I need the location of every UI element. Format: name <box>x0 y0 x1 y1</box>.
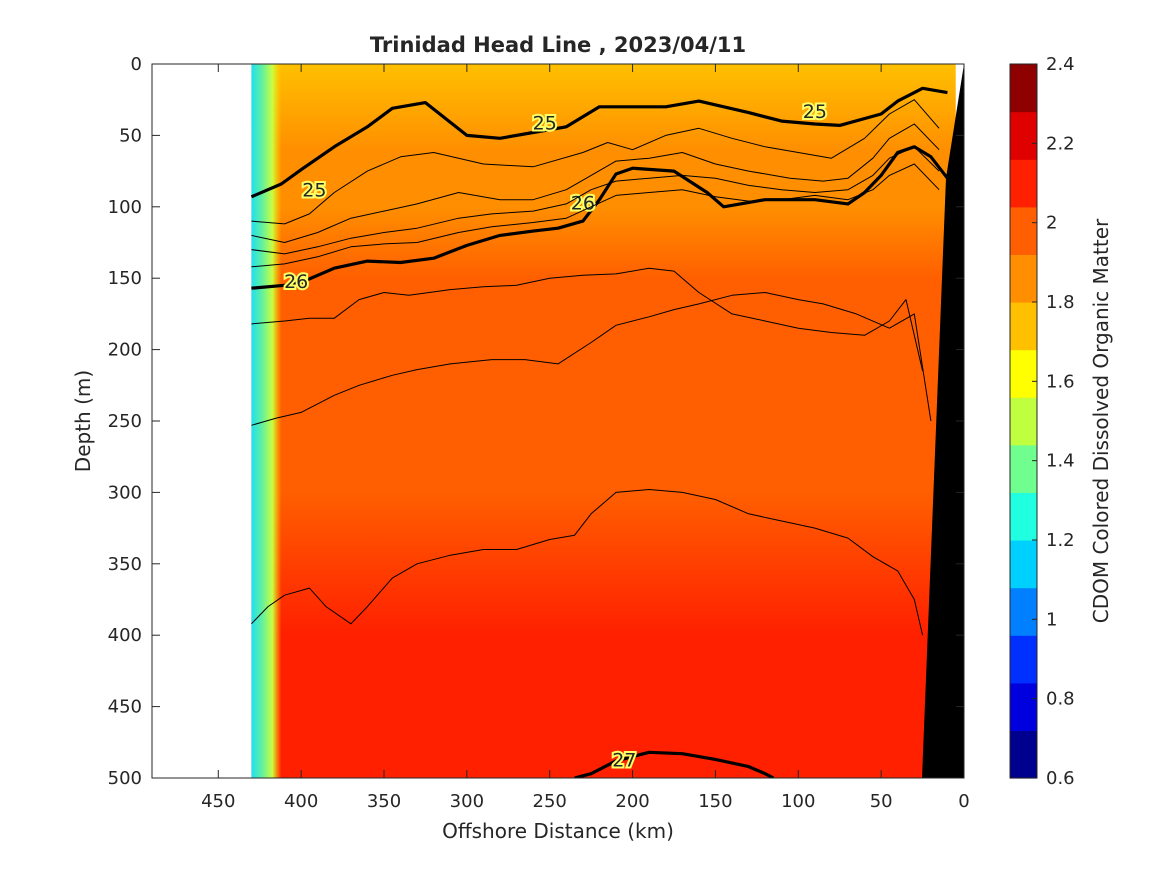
colorbar-segment <box>1010 730 1037 779</box>
density-contour-layer: 25 25 25 26 26 27 <box>250 86 949 778</box>
x-tick-label: 250 <box>533 791 567 812</box>
colorbar-segment <box>1010 206 1037 255</box>
colorbar-segment <box>1010 302 1037 351</box>
y-tick-label: 150 <box>108 268 142 289</box>
x-axis-label: Offshore Distance (km) <box>442 819 674 843</box>
y-tick-label: 400 <box>108 625 142 646</box>
density-contour-major <box>250 86 948 199</box>
y-tick-label: 300 <box>108 482 142 503</box>
colorbar-tick-label: 0.6 <box>1046 768 1075 789</box>
contour-label: 27 <box>612 749 636 771</box>
x-tick-label: 200 <box>615 791 649 812</box>
density-contour-minor <box>251 267 924 372</box>
x-tick-label: 350 <box>367 791 401 812</box>
y-tick-label: 500 <box>108 768 142 789</box>
x-tick-label: 0 <box>958 791 969 812</box>
continental-shelf-mask <box>922 64 964 778</box>
colorbar-segment <box>1010 254 1037 303</box>
density-contour-minor <box>251 292 932 426</box>
y-tick-label: 250 <box>108 411 142 432</box>
y-tick-label: 0 <box>131 54 142 75</box>
density-contour-minor <box>251 146 940 255</box>
colorbar-tick-label: 1.4 <box>1046 451 1075 472</box>
density-contour-major <box>574 750 775 778</box>
colorbar-tick-label: 1.8 <box>1046 292 1075 313</box>
colorbar-segment <box>1010 111 1037 160</box>
cdom-field <box>251 64 956 778</box>
density-contour-minor <box>251 489 924 636</box>
density-contour-major <box>251 145 949 290</box>
y-tick-label: 450 <box>108 697 142 718</box>
colorbar-tick-label: 2.4 <box>1046 54 1075 75</box>
x-tick-label: 100 <box>781 791 815 812</box>
colorbar-tick-label: 2.2 <box>1046 133 1075 154</box>
contour-label: 26 <box>571 193 595 215</box>
y-axis-label: Depth (m) <box>71 370 95 472</box>
y-axis: 0 50 100 150 200 250 300 350 400 450 500 <box>108 54 964 789</box>
colorbar-segment <box>1010 397 1037 446</box>
x-tick-label: 400 <box>284 791 318 812</box>
contour-label: 25 <box>302 180 326 202</box>
density-contour-minor <box>251 99 940 225</box>
x-axis: 450 400 350 300 250 200 150 100 50 0 <box>201 64 970 812</box>
colorbar-segment <box>1010 540 1037 589</box>
colorbar-segment <box>1010 635 1037 684</box>
density-contour-minor <box>251 163 940 268</box>
colorbar-label: CDOM Colored Dissolved Organic Matter <box>1089 218 1113 623</box>
x-tick-label: 450 <box>201 791 235 812</box>
colorbar-segment <box>1010 159 1037 208</box>
density-contour-minor <box>251 123 940 243</box>
colorbar-tick-label: 2 <box>1046 213 1057 234</box>
colorbar: 0.6 0.8 1 1.2 1.4 1.6 1.8 2 2.2 2.4 <box>1010 54 1075 789</box>
colorbar-tick-label: 1.6 <box>1046 371 1075 392</box>
colorbar-segment <box>1010 444 1037 493</box>
colorbar-segment <box>1010 64 1037 113</box>
colorbar-tick-label: 0.8 <box>1046 689 1075 710</box>
y-tick-label: 100 <box>108 197 142 218</box>
y-tick-label: 50 <box>119 125 142 146</box>
colorbar-segment <box>1010 587 1037 636</box>
colorbar-tick-label: 1 <box>1046 609 1057 630</box>
chart-title: Trinidad Head Line , 2023/04/11 <box>370 33 746 57</box>
x-tick-label: 50 <box>870 791 893 812</box>
x-tick-label: 300 <box>450 791 484 812</box>
contour-label: 25 <box>533 113 557 135</box>
colorbar-segment <box>1010 349 1037 398</box>
contour-label: 25 <box>803 101 827 123</box>
colorbar-tick-label: 1.2 <box>1046 530 1075 551</box>
colorbar-frame <box>1009 63 1038 779</box>
y-tick-label: 350 <box>108 554 142 575</box>
x-tick-label: 150 <box>698 791 732 812</box>
colorbar-segment <box>1010 492 1037 541</box>
contour-label: 26 <box>284 271 308 293</box>
y-tick-label: 200 <box>108 340 142 361</box>
colorbar-segment <box>1010 682 1037 731</box>
